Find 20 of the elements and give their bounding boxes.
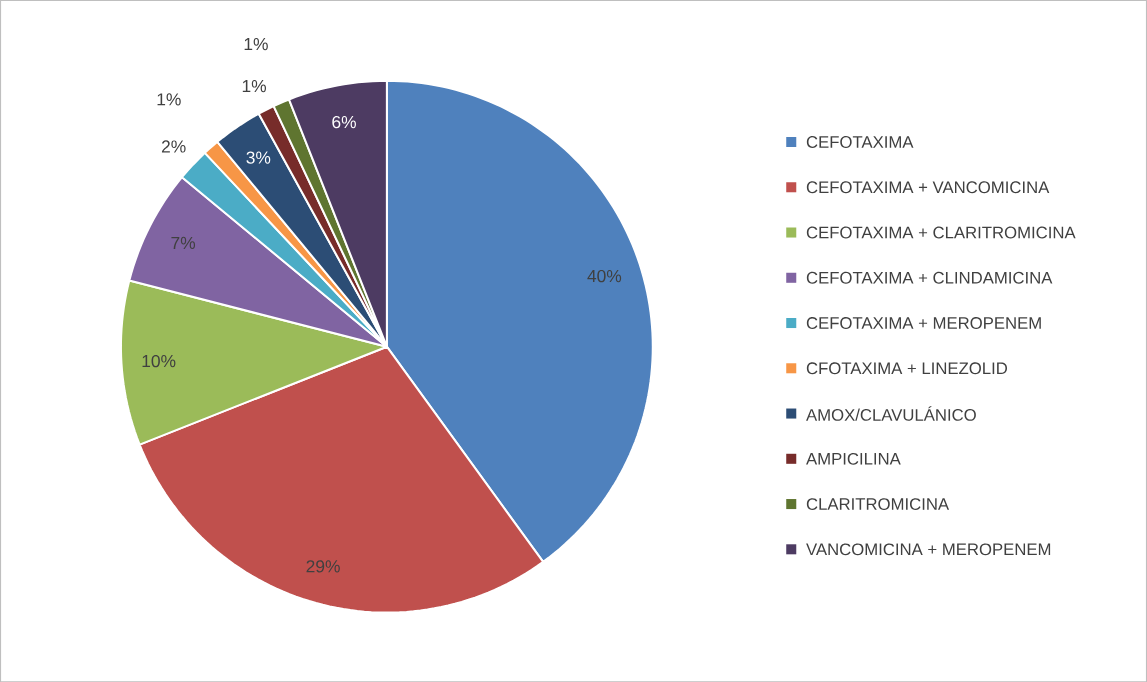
data-label: 40% bbox=[587, 269, 622, 283]
data-label: 29% bbox=[306, 559, 340, 573]
legend-label: VANCOMICINA + MEROPENEM bbox=[806, 543, 1051, 556]
data-label: 3% bbox=[246, 151, 271, 164]
data-label: 1% bbox=[157, 93, 181, 106]
legend-label: CEFOTAXIMA + VANCOMICINA bbox=[806, 181, 1050, 193]
data-label: 1% bbox=[244, 37, 268, 50]
legend-label: CFOTAXIMA + LINEZOLID bbox=[806, 362, 1008, 375]
legend-label: AMOX/CLAVULÁNICO bbox=[806, 406, 976, 421]
data-label: 10% bbox=[142, 354, 176, 368]
data-label: 6% bbox=[332, 115, 356, 129]
legend-label: CEFOTAXIMA + CLINDAMICINA bbox=[806, 271, 1053, 284]
data-label: 1% bbox=[242, 79, 267, 92]
data-label: 2% bbox=[161, 140, 186, 153]
legend-label: AMPICILINA bbox=[806, 452, 901, 465]
legend-label: CEFOTAXIMA + CLARITROMICINA bbox=[806, 226, 1076, 239]
legend-label: CEFOTAXIMA + MEROPENEM bbox=[806, 316, 1041, 329]
data-label: 7% bbox=[171, 236, 196, 249]
legend-label: CEFOTAXIMA bbox=[806, 135, 914, 148]
legend-label: CLARITROMICINA bbox=[806, 497, 950, 510]
